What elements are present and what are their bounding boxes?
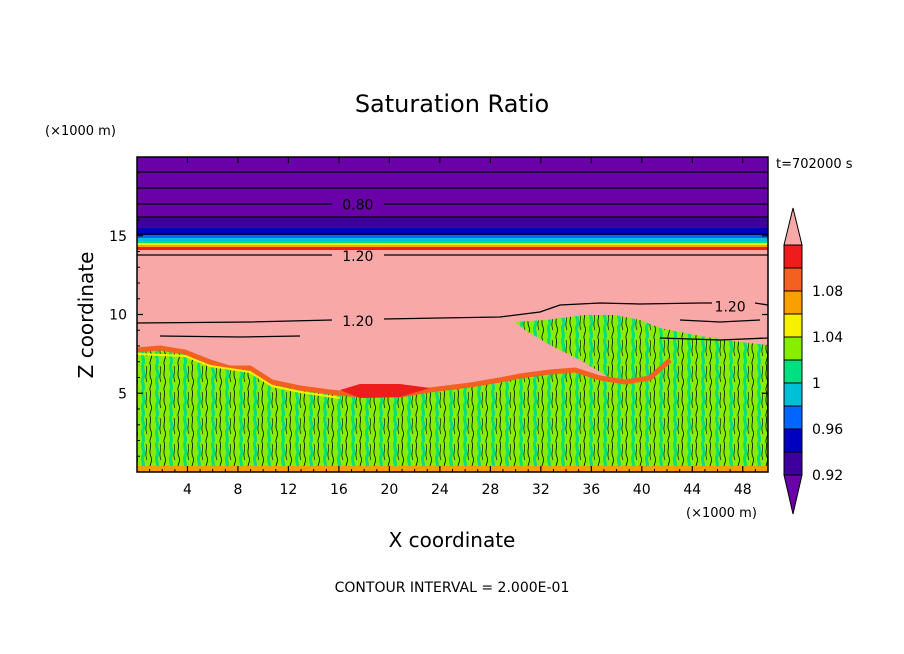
heatmap-plot (137, 157, 768, 472)
turbulent-layer (137, 347, 768, 472)
x-tick-label: 8 (233, 482, 242, 498)
contour-lines (137, 171, 768, 341)
transition-band-blue (137, 235, 768, 238)
transition-band-orange (137, 245, 768, 247)
x-tick-label: 36 (582, 482, 600, 498)
colorbar-swatch (783, 313, 803, 338)
contour-label: 1.20 (342, 314, 373, 330)
colorbar-swatch (783, 267, 803, 292)
transition-band-green (137, 241, 768, 243)
y-axis: 5 10 15 (109, 172, 768, 457)
y-tick-label: 5 (118, 386, 127, 402)
colorbar-swatch (783, 290, 803, 315)
time-label: t=702000 s (776, 157, 853, 172)
x-tick-label: 48 (734, 482, 752, 498)
transition-band-red (137, 247, 768, 250)
upper-band-dark-1 (137, 218, 768, 228)
turbulent-layer-right-tongue (515, 315, 768, 380)
contour-line-fragment (679, 319, 761, 323)
x-tick-label: 20 (380, 482, 398, 498)
colorbar-swatch (783, 382, 803, 407)
colorbar-swatch (783, 359, 803, 384)
y-unit-label: (×1000 m) (45, 124, 116, 139)
contour-labels: 0.80 1.20 1.20 1.20 (342, 197, 746, 330)
upper-band-dark-2 (137, 228, 768, 235)
y-axis-title: Z coordinate (74, 252, 98, 379)
contour-interval-note: CONTOUR INTERVAL = 2.000E-01 (335, 580, 570, 596)
x-tick-label: 28 (481, 482, 499, 498)
contour-label: 0.80 (342, 197, 373, 213)
colorbar-swatch (783, 451, 803, 476)
colorbar-label: 1.04 (812, 330, 843, 346)
x-tick-label: 40 (633, 482, 651, 498)
colorbar-label: 0.96 (812, 422, 843, 438)
colorbar: 1.08 1.04 1 0.96 0.92 (783, 207, 843, 515)
x-tick-label: 4 (183, 482, 192, 498)
x-tick-label: 12 (280, 482, 298, 498)
x-axis-title: X coordinate (389, 528, 516, 552)
colorbar-label: 1.08 (812, 284, 843, 300)
x-tick-label: 32 (532, 482, 550, 498)
x-axis: 4 8 12 16 20 24 28 32 36 40 44 48 (149, 157, 756, 498)
colorbar-swatch (783, 244, 803, 269)
colorbar-top-arrow (783, 207, 803, 246)
colorbar-bottom-arrow (783, 474, 803, 515)
colorbar-label: 1 (812, 376, 821, 392)
y-tick-label: 15 (109, 229, 127, 245)
contour-line-fragment (159, 335, 301, 338)
colorbar-label: 0.92 (812, 468, 843, 484)
colorbar-swatch (783, 336, 803, 361)
x-tick-label: 44 (683, 482, 701, 498)
x-tick-label: 24 (431, 482, 449, 498)
contour-line-fragment (659, 337, 768, 341)
x-tick-label: 16 (330, 482, 348, 498)
cloud-base-yellow-edge (137, 353, 341, 399)
transition-band-cyan (137, 238, 768, 241)
colorbar-swatch (783, 428, 803, 453)
contour-line-1-20-middle (137, 302, 768, 324)
cloud-base-red-patch (340, 384, 430, 398)
chart-title: Saturation Ratio (355, 90, 549, 118)
y-tick-label: 10 (109, 308, 127, 324)
x-unit-label: (×1000 m) (686, 506, 757, 521)
transition-band-yellow (137, 243, 768, 245)
contour-label: 1.20 (715, 300, 746, 316)
contour-label: 1.20 (342, 249, 373, 265)
colorbar-swatch (783, 405, 803, 430)
